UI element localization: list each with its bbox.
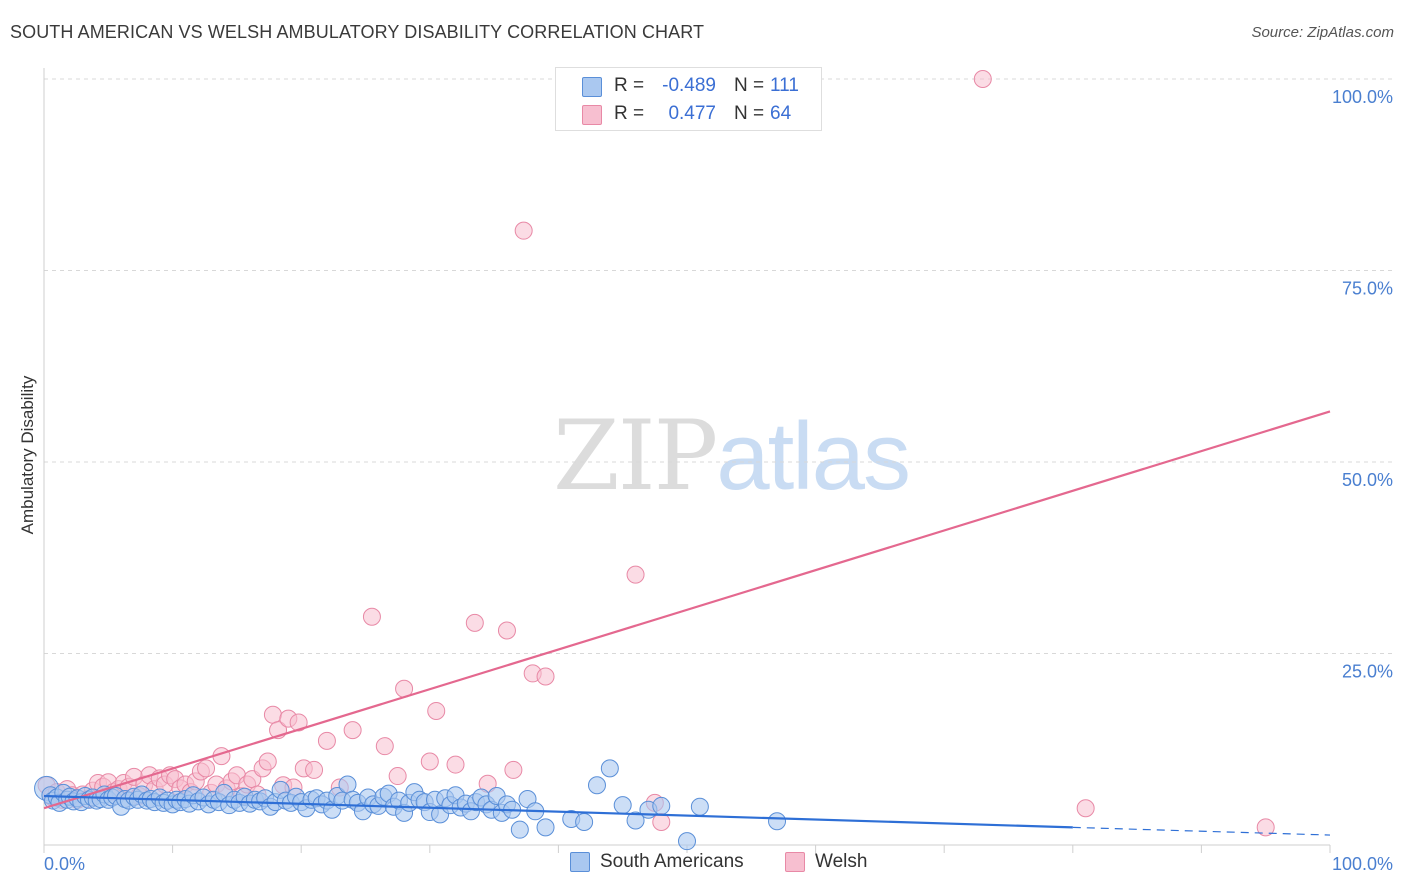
y-tick-label: 25.0% bbox=[1342, 662, 1393, 682]
welsh-point bbox=[427, 701, 446, 720]
x-tick-marks bbox=[43, 845, 1331, 853]
legend-label-south-americans: South Americans bbox=[600, 851, 744, 872]
welsh-point bbox=[258, 752, 277, 771]
welsh-point bbox=[497, 621, 516, 640]
welsh-point bbox=[420, 752, 439, 771]
watermark-zip: ZIP bbox=[553, 400, 718, 512]
welsh-trend-line bbox=[43, 410, 1331, 810]
chart-title: SOUTH AMERICAN VS WELSH AMBULATORY DISAB… bbox=[10, 22, 705, 42]
legend-r-label: R = bbox=[614, 103, 645, 124]
south-american-point bbox=[338, 775, 357, 794]
watermark: ZIPatlas bbox=[553, 400, 911, 512]
south-american-trend-line bbox=[43, 794, 1073, 829]
welsh-point bbox=[1076, 799, 1095, 818]
legend-swatch-blue bbox=[582, 77, 602, 97]
grid-lines bbox=[44, 78, 1393, 654]
south-american-point bbox=[575, 813, 594, 832]
welsh-point bbox=[446, 755, 465, 774]
correlation-legend: R = -0.489 N = 111 R = 0.477 N = 64 bbox=[555, 67, 822, 131]
y-tick-label: 100.0% bbox=[1332, 87, 1393, 107]
welsh-point bbox=[263, 705, 282, 724]
legend-r-value: 0.477 bbox=[668, 103, 716, 124]
legend-r-value: -0.489 bbox=[662, 75, 716, 96]
legend-label-welsh: Welsh bbox=[815, 851, 868, 872]
legend-swatch-pink bbox=[582, 105, 602, 125]
south-american-point bbox=[510, 820, 529, 839]
welsh-point bbox=[536, 667, 555, 686]
x-tick-label-max: 100.0% bbox=[1332, 854, 1393, 874]
welsh-point bbox=[289, 713, 308, 732]
south-american-point bbox=[626, 811, 645, 830]
legend-row-south-americans: R = -0.489 N = 111 bbox=[556, 72, 821, 100]
welsh-point bbox=[317, 731, 336, 750]
trend-lines bbox=[43, 410, 1331, 836]
south-american-trend-extension bbox=[1072, 826, 1331, 836]
south-american-point bbox=[652, 796, 671, 815]
y-tick-label: 50.0% bbox=[1342, 470, 1393, 490]
welsh-point bbox=[465, 613, 484, 632]
south-american-point bbox=[613, 796, 632, 815]
legend-swatch-blue bbox=[570, 852, 590, 872]
legend-n-label: N = bbox=[734, 103, 765, 124]
source-label: Source: ZipAtlas.com bbox=[1251, 24, 1394, 41]
legend-n-value: 64 bbox=[770, 103, 792, 124]
south-american-point bbox=[678, 832, 696, 851]
welsh-point bbox=[362, 607, 381, 626]
legend-n-label: N = bbox=[734, 75, 765, 96]
welsh-point bbox=[305, 760, 324, 779]
legend-swatch-pink bbox=[785, 852, 805, 872]
watermark-atlas: atlas bbox=[716, 403, 911, 510]
south-american-point bbox=[587, 776, 606, 795]
welsh-points bbox=[37, 70, 1275, 837]
south-american-point bbox=[690, 797, 709, 816]
welsh-point bbox=[343, 721, 362, 740]
y-tick-labels: 25.0% 50.0% 75.0% 100.0% bbox=[1332, 87, 1393, 682]
legend-n-value: 111 bbox=[770, 75, 799, 96]
welsh-point bbox=[1256, 818, 1275, 837]
x-tick-label-min: 0.0% bbox=[44, 854, 85, 874]
welsh-point bbox=[197, 759, 216, 778]
south-american-point bbox=[536, 818, 555, 837]
welsh-point bbox=[388, 767, 407, 786]
welsh-point bbox=[973, 70, 992, 88]
south-american-point bbox=[600, 759, 619, 778]
welsh-point bbox=[504, 760, 523, 779]
series-legend: South Americans Welsh bbox=[0, 851, 1406, 877]
legend-row-welsh: R = 0.477 N = 64 bbox=[556, 100, 821, 128]
legend-item-south-americans[interactable]: South Americans bbox=[570, 851, 744, 873]
y-tick-label: 75.0% bbox=[1342, 279, 1393, 299]
south-american-point bbox=[768, 812, 787, 831]
legend-r-label: R = bbox=[614, 75, 645, 96]
legend-item-welsh[interactable]: Welsh bbox=[785, 851, 867, 873]
welsh-point bbox=[375, 737, 394, 756]
welsh-point bbox=[626, 565, 645, 584]
welsh-point bbox=[514, 221, 533, 240]
